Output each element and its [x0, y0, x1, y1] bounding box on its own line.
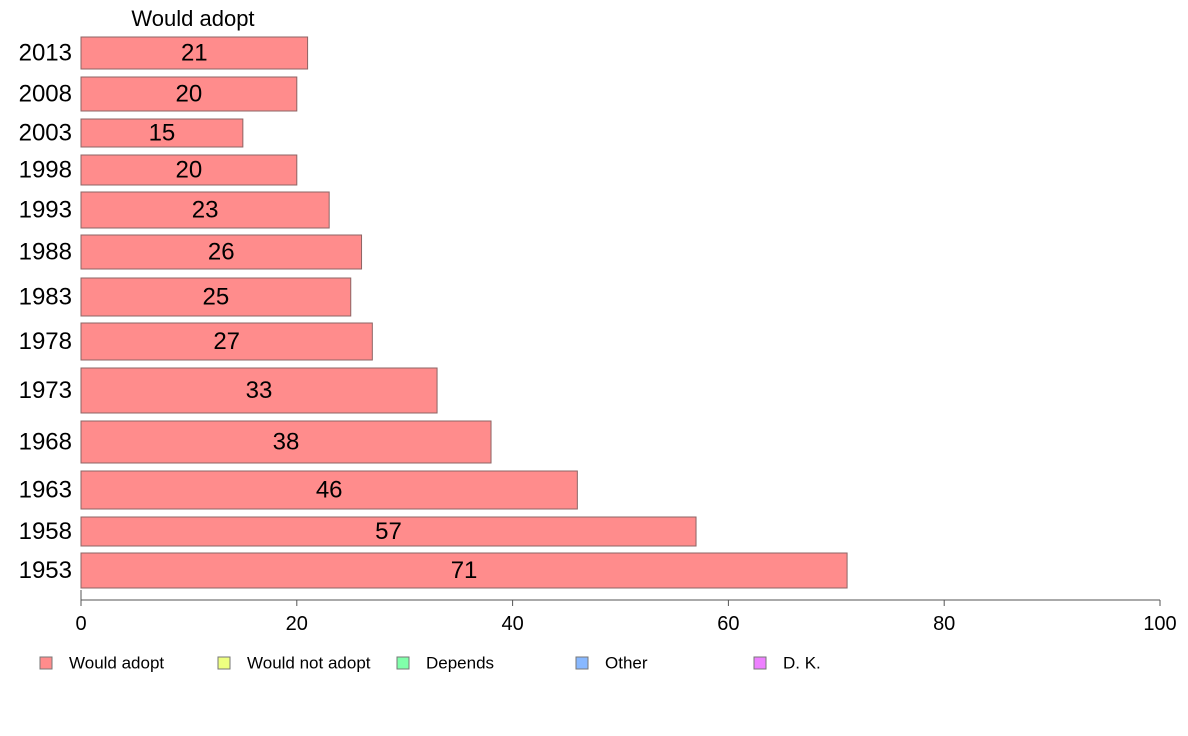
y-tick-label: 1978 [19, 328, 72, 355]
legend-swatch [217, 656, 231, 670]
bar-1988 [80, 234, 363, 270]
bar-1978 [80, 322, 373, 361]
x-tick-label: 60 [717, 613, 739, 635]
bar-1963 [80, 470, 578, 510]
legend: Would adopt Would not adopt Depends Other D.… [39, 654, 821, 673]
bar-value-label: 23 [192, 197, 219, 224]
bar-value-label: 20 [176, 157, 203, 184]
x-tick-label: 20 [286, 613, 308, 635]
bar-1983 [80, 277, 352, 317]
bar-1973 [80, 367, 438, 414]
y-tick-label: 1963 [19, 477, 72, 504]
bar-value-label: 21 [181, 40, 208, 67]
legend-swatch [753, 656, 767, 670]
y-tick-label: 1988 [19, 239, 72, 266]
x-tick-label: 0 [75, 613, 86, 635]
legend-swatch [39, 656, 53, 670]
bar-value-label: 15 [149, 120, 176, 147]
y-tick-label: 1993 [19, 197, 72, 224]
y-tick-label: 1973 [19, 377, 72, 404]
y-tick-label: 1998 [19, 157, 72, 184]
bars-group: 21 2013 20 2008 15 2003 20 1998 23 1993 26 1988 25 19… [19, 36, 848, 589]
bar-1968 [80, 420, 492, 464]
legend-label: D. K. [783, 654, 821, 673]
bar-1958 [80, 516, 697, 547]
y-tick-label: 2008 [19, 81, 72, 108]
bar-value-label: 57 [375, 518, 402, 545]
bar-2008 [80, 76, 298, 112]
x-tick-label: 80 [933, 613, 955, 635]
bar-value-label: 71 [451, 557, 478, 584]
y-tick-label: 1983 [19, 284, 72, 311]
bar-value-label: 46 [316, 477, 343, 504]
legend-label: Other [605, 654, 648, 673]
y-tick-label: 1953 [19, 557, 72, 584]
bar-1953 [80, 552, 848, 589]
y-tick-label: 1968 [19, 429, 72, 456]
bar-value-label: 25 [203, 284, 230, 311]
legend-label: Would adopt [69, 654, 164, 673]
bar-value-label: 20 [176, 81, 203, 108]
legend-label: Would not adopt [247, 654, 371, 673]
x-axis: 0 20 40 60 80 100 [75, 590, 1177, 635]
y-tick-label: 2003 [19, 120, 72, 147]
x-tick-label: 40 [501, 613, 523, 635]
bar-1998 [80, 154, 298, 186]
bar-value-label: 33 [246, 377, 273, 404]
bar-value-label: 27 [213, 328, 240, 355]
legend-label: Depends [426, 654, 494, 673]
bar-value-label: 26 [208, 239, 235, 266]
bar-2003 [80, 118, 244, 148]
bar-1993 [80, 191, 330, 229]
legend-swatch [575, 656, 589, 670]
x-tick-label: 100 [1143, 613, 1176, 635]
bar-2013 [80, 36, 309, 70]
y-tick-label: 1958 [19, 518, 72, 545]
y-tick-label: 2013 [19, 40, 72, 67]
legend-swatch [396, 656, 410, 670]
chart-title: Would adopt [131, 6, 254, 31]
bar-value-label: 38 [273, 429, 300, 456]
